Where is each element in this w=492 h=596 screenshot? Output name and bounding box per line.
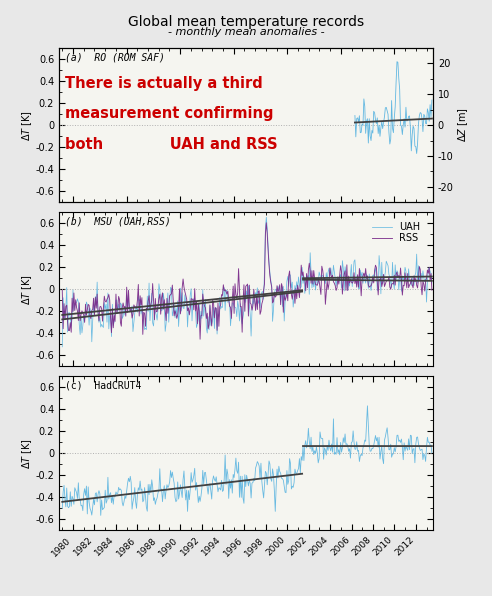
UAH (343, 269, 349, 277)
UAH (219, 304, 225, 311)
Y-axis label: $\Delta$$\it{T}$ [K]: $\Delta$$\it{T}$ [K] (20, 110, 34, 141)
Y-axis label: $\Delta$$\it{T}$ [K]: $\Delta$$\it{T}$ [K] (20, 274, 34, 305)
UAH (339, 257, 345, 264)
RSS (429, 287, 435, 294)
UAH (401, 275, 407, 282)
Text: (c)  HadCRUT4: (c) HadCRUT4 (64, 380, 141, 390)
Y-axis label: $\Delta$$\it{T}$ [K]: $\Delta$$\it{T}$ [K] (20, 437, 34, 468)
RSS (197, 336, 203, 343)
Text: both             UAH and RSS: both UAH and RSS (64, 138, 277, 153)
Text: (a)  RO (ROM SAF): (a) RO (ROM SAF) (64, 52, 164, 63)
UAH (263, 213, 269, 221)
Text: There is actually a third: There is actually a third (64, 76, 262, 91)
Text: measurement confirming: measurement confirming (64, 107, 273, 122)
RSS (60, 287, 65, 294)
UAH (60, 343, 65, 350)
UAH (429, 280, 435, 287)
RSS (340, 278, 346, 285)
RSS (220, 281, 226, 288)
UAH (253, 291, 259, 298)
Line: UAH: UAH (62, 217, 432, 347)
Y-axis label: $\Delta$$\it{Z}$ [m]: $\Delta$$\it{Z}$ [m] (457, 108, 470, 142)
Text: - monthly mean anomalies -: - monthly mean anomalies - (168, 27, 324, 37)
UAH (167, 299, 173, 306)
Line: RSS: RSS (62, 223, 432, 339)
RSS (254, 306, 260, 313)
Text: (b)  MSU (UAH,RSS): (b) MSU (UAH,RSS) (64, 216, 170, 226)
RSS (167, 292, 173, 299)
RSS (344, 261, 350, 268)
RSS (263, 219, 269, 226)
Text: Global mean temperature records: Global mean temperature records (128, 15, 364, 29)
Legend: UAH, RSS: UAH, RSS (368, 218, 425, 247)
RSS (402, 269, 408, 277)
